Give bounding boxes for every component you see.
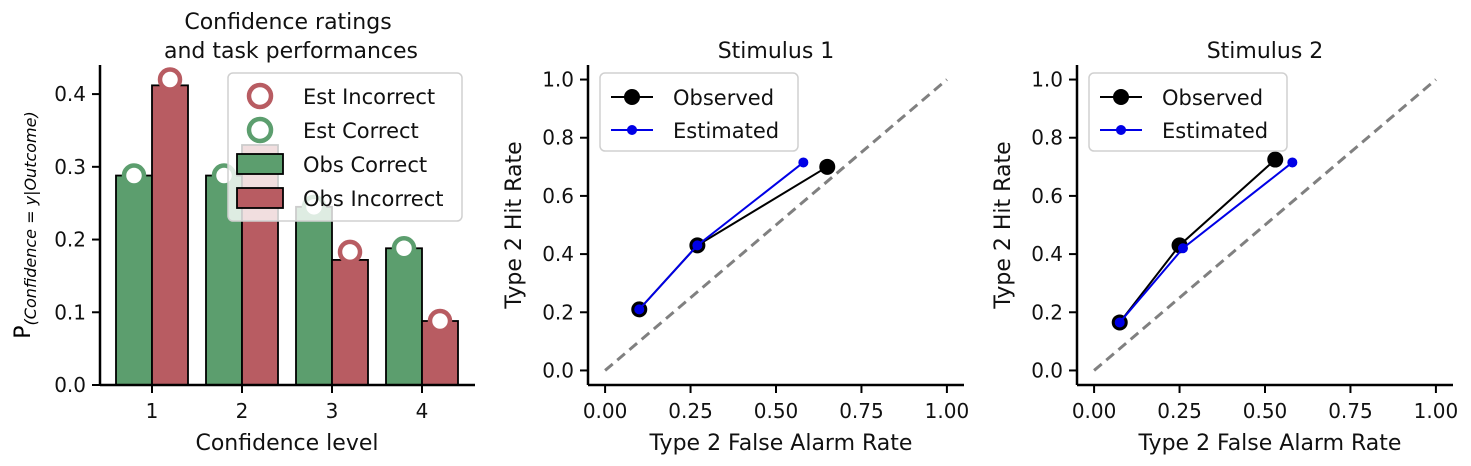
x-tick-label: 0.50 [754,399,799,423]
bar-obs-correct [115,174,153,386]
observed-line [1118,158,1276,324]
x-tick-label: 0.75 [839,399,884,423]
chance-diagonal [604,78,948,372]
bar-obs-correct [295,205,333,386]
legend-frame [227,72,463,222]
chart-title-line-1: Confidence ratings [184,10,391,35]
y-tick-label: 0.8 [1031,126,1063,150]
legend-frame [599,72,799,152]
legend-swatch-circle [246,82,274,110]
observed-point [819,158,836,175]
chart-title: Stimulus 1 [718,39,835,64]
chart-title-line-2: and task performances [164,39,418,64]
x-tick-label: 0.25 [668,399,713,423]
legend-label: Obs Incorrect [303,187,444,211]
legend: Est Incorrect Est Correct Obs Correct Obs I… [227,72,463,222]
marker-est-incorrect [427,308,453,334]
legend-label: Observed [1162,86,1263,110]
y-ticks: 0.0 0.1 0.2 0.3 0.4 [54,82,100,397]
x-tick-label: 1.00 [1414,399,1459,423]
legend-label: Est Incorrect [303,85,435,109]
x-tick-label: 0.75 [1328,399,1373,423]
estimated-point [1177,243,1188,254]
y-label-p: P [11,325,36,338]
bar-obs-incorrect [331,259,369,386]
legend-label: Observed [673,86,774,110]
x-ticks: 1 2 3 4 [146,385,429,423]
x-tick-label: 4 [416,399,429,423]
chance-diagonal [1093,78,1437,372]
y-tick-label: 0.6 [542,184,574,208]
legend-swatch-circle [246,116,274,144]
x-axis-label: Confidence level [195,431,378,456]
y-tick-label: 1.0 [542,68,574,92]
y-tick-label: 1.0 [1031,68,1063,92]
legend-label: Est Correct [303,119,419,143]
y-tick-label: 0.0 [1031,358,1063,382]
observed-point [1267,151,1284,168]
y-tick-label: 0.3 [54,155,86,179]
x-tick-label: 0.00 [583,399,628,423]
y-tick-label: 0.4 [1031,242,1063,266]
legend-swatch-bar [236,187,284,209]
marker-est-incorrect [337,239,363,265]
y-tick-label: 0.1 [54,300,86,324]
x-axis-label: Type 2 False Alarm Rate [1138,431,1402,456]
y-axis-label: P(Confidence = y|Outcome) [11,111,40,338]
y-tick-label: 0.0 [542,358,574,382]
x-tick-label: 2 [236,399,249,423]
y-tick-label: 0.4 [54,82,86,106]
legend-swatch-bar [236,153,284,175]
x-axis-label: Type 2 False Alarm Rate [649,431,913,456]
y-tick-label: 0.6 [1031,184,1063,208]
legend-label: Estimated [1162,119,1268,143]
x-tick-label: 0.50 [1243,399,1288,423]
estimated-point [798,157,809,168]
estimated-point [692,240,703,251]
stimulus-2-roc-chart: Stimulus 2 0.0 0.2 0.4 0.6 0.8 1.0 0.00 0.25 0.50… [991,39,1458,456]
legend-swatch-marker [1113,89,1129,105]
x-tick-label: 0.00 [1072,399,1117,423]
estimated-point [1114,317,1125,328]
stimulus-1-roc-chart: Stimulus 1 0.0 0.2 0.4 0.6 0.8 1.0 0.00 0.25 0.50… [502,39,969,456]
confidence-bar-chart: Confidence ratings and task performances… [11,10,475,456]
y-tick-label: 0.2 [1031,300,1063,324]
y-tick-label: 0.4 [542,242,574,266]
chart-title: Stimulus 2 [1207,39,1324,64]
y-axis-label: Type 2 Hit Rate [991,141,1016,309]
y-axis-label: Type 2 Hit Rate [502,141,527,309]
y-tick-label: 0.2 [542,300,574,324]
y-label-subscript: (Confidence = y|Outcome) [21,111,40,325]
x-tick-label: 1 [146,399,159,423]
y-tick-label: 0.0 [54,373,86,397]
estimated-point [1287,157,1298,168]
legend-swatch-marker [627,125,637,135]
legend-frame [1088,72,1288,152]
marker-est-incorrect [157,67,183,92]
marker-est-correct [121,163,147,188]
y-tick-label: 0.2 [54,228,86,252]
x-tick-label: 0.25 [1157,399,1202,423]
x-tick-label: 1.00 [925,399,970,423]
legend-label: Estimated [673,119,779,143]
bar-obs-correct [385,247,423,386]
estimated-line [638,161,804,311]
observed-line [638,165,828,311]
legend-swatch-marker [1116,125,1126,135]
bar-obs-incorrect [151,84,189,386]
marker-est-correct [391,236,417,261]
estimated-point [634,304,645,315]
legend-label: Obs Correct [303,153,427,177]
estimated-line [1118,161,1293,324]
legend-swatch-marker [624,89,640,105]
x-tick-label: 3 [326,399,339,423]
y-tick-label: 0.8 [542,126,574,150]
